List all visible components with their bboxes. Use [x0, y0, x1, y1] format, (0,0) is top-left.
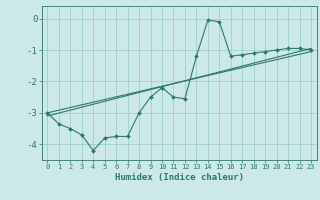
- X-axis label: Humidex (Indice chaleur): Humidex (Indice chaleur): [115, 173, 244, 182]
